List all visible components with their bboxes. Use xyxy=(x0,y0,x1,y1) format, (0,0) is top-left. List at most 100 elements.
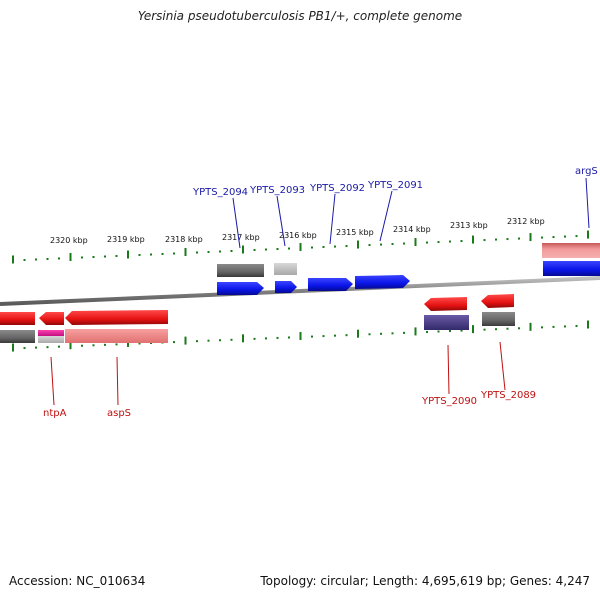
minor-tick xyxy=(81,344,83,347)
gene-box[interactable] xyxy=(38,330,64,336)
minor-tick xyxy=(265,337,267,340)
gene-label-yPTS-2089[interactable]: YPTS_2089 xyxy=(480,390,536,401)
minor-tick xyxy=(449,330,451,333)
minor-tick xyxy=(495,328,497,331)
scale-label-2315: 2315 kbp xyxy=(336,228,374,237)
minor-tick xyxy=(391,332,394,335)
minor-tick xyxy=(403,331,405,334)
genome-backbone xyxy=(0,276,600,306)
gene-box[interactable] xyxy=(65,329,168,343)
minor-tick xyxy=(380,243,382,246)
minor-tick xyxy=(368,333,371,336)
minor-tick xyxy=(403,242,405,245)
minor-tick xyxy=(173,341,175,344)
bottom-features xyxy=(0,294,515,343)
minor-tick xyxy=(173,252,175,255)
minor-tick xyxy=(391,243,394,246)
top-tick-row xyxy=(12,230,589,264)
minor-tick xyxy=(81,256,83,259)
gene-arrow-reverse[interactable] xyxy=(0,312,35,325)
minor-tick xyxy=(483,328,486,331)
gene-label-ntpA[interactable]: ntpA xyxy=(43,408,67,419)
gene-label-aspS[interactable]: aspS xyxy=(107,408,131,419)
minor-tick xyxy=(58,257,60,260)
minor-tick xyxy=(437,330,440,333)
minor-tick xyxy=(46,257,49,260)
minor-tick xyxy=(541,236,543,239)
minor-tick xyxy=(541,326,543,329)
gene-arrow-reverse[interactable] xyxy=(481,294,514,308)
gene-box[interactable] xyxy=(482,312,515,326)
gene-arrow-forward[interactable] xyxy=(217,282,264,295)
gene-label-yPTS-2092[interactable]: YPTS_2092 xyxy=(309,183,365,194)
minor-tick xyxy=(334,334,336,337)
gene-arrow-reverse[interactable] xyxy=(65,310,168,325)
gene-label-yPTS-2093[interactable]: YPTS_2093 xyxy=(249,185,305,196)
minor-tick xyxy=(207,251,210,254)
gene-arrow-forward[interactable] xyxy=(355,275,410,289)
gene-box[interactable] xyxy=(543,261,600,276)
minor-tick xyxy=(196,251,198,254)
major-tick xyxy=(414,238,417,247)
major-tick xyxy=(414,327,417,336)
minor-tick xyxy=(207,339,210,342)
minor-tick xyxy=(345,334,348,337)
label-leader-lines xyxy=(50,177,590,406)
minor-tick xyxy=(92,255,95,258)
scale-label-2317: 2317 kbp xyxy=(222,233,260,242)
minor-tick xyxy=(495,238,497,241)
minor-tick xyxy=(150,253,152,256)
gene-box[interactable] xyxy=(38,336,64,343)
minor-tick xyxy=(276,336,279,339)
major-tick xyxy=(184,336,187,345)
scale-label-2318: 2318 kbp xyxy=(165,235,203,244)
minor-tick xyxy=(219,250,221,253)
gene-label-yPTS-2090[interactable]: YPTS_2090 xyxy=(421,396,477,407)
minor-tick xyxy=(115,254,118,257)
minor-tick xyxy=(253,337,256,340)
minor-tick xyxy=(322,246,325,249)
minor-tick xyxy=(115,343,118,346)
top-features xyxy=(217,243,600,295)
minor-tick xyxy=(104,255,106,258)
major-tick xyxy=(529,233,532,242)
minor-tick xyxy=(23,258,26,261)
gene-label-argS[interactable]: argS xyxy=(575,166,598,177)
major-tick xyxy=(357,240,359,249)
minor-tick xyxy=(518,327,520,330)
minor-tick xyxy=(575,324,578,327)
minor-tick xyxy=(564,325,566,328)
minor-tick xyxy=(219,339,221,342)
gene-arrow-forward[interactable] xyxy=(275,281,297,293)
major-tick xyxy=(299,243,302,252)
minor-tick xyxy=(23,347,26,350)
minor-tick xyxy=(460,329,463,332)
gene-box[interactable] xyxy=(217,264,264,277)
gene-arrow-reverse[interactable] xyxy=(424,297,467,311)
minor-tick xyxy=(288,336,290,339)
accession-text: Accession: NC_010634 xyxy=(9,574,146,588)
scale-label-2316: 2316 kbp xyxy=(279,231,317,240)
minor-tick xyxy=(506,238,509,241)
bottom-gene-labels: ntpA aspS YPTS_2090 YPTS_2089 xyxy=(43,390,536,419)
map-title: Yersinia pseudotuberculosis PB1/+, compl… xyxy=(137,9,463,23)
gene-box[interactable] xyxy=(274,263,297,275)
gene-arrow-reverse[interactable] xyxy=(39,312,64,325)
minor-tick xyxy=(311,335,313,338)
gene-box[interactable] xyxy=(424,315,469,330)
minor-tick xyxy=(288,247,290,250)
genome-summary-text: Topology: circular; Length: 4,695,619 bp… xyxy=(260,574,590,588)
minor-tick xyxy=(92,344,95,347)
minor-tick xyxy=(460,240,463,243)
gene-arrow-forward[interactable] xyxy=(308,278,353,291)
gene-label-yPTS-2094[interactable]: YPTS_2094 xyxy=(192,187,248,198)
minor-tick xyxy=(506,327,509,330)
gene-label-yPTS-2091[interactable]: YPTS_2091 xyxy=(367,180,423,191)
minor-tick xyxy=(230,250,233,253)
minor-tick xyxy=(437,241,440,244)
gene-box[interactable] xyxy=(542,243,600,258)
major-tick xyxy=(12,343,14,352)
minor-tick xyxy=(518,237,520,240)
gene-box[interactable] xyxy=(0,330,35,343)
minor-tick xyxy=(334,245,336,248)
